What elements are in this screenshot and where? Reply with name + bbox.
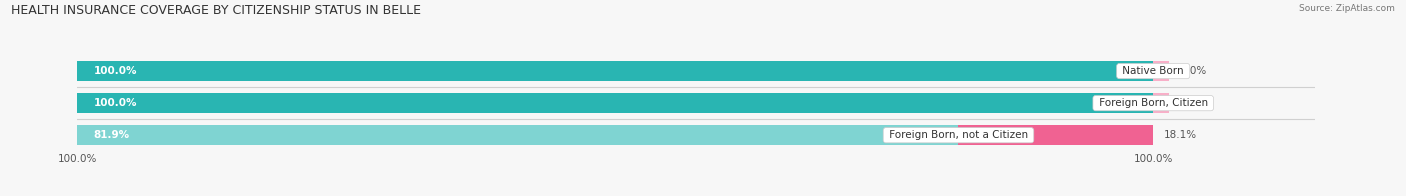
Text: 0.0%: 0.0% [1180,66,1206,76]
Legend: With Coverage, Without Coverage: With Coverage, Without Coverage [484,195,710,196]
Text: 0.0%: 0.0% [1180,98,1206,108]
Text: Source: ZipAtlas.com: Source: ZipAtlas.com [1299,4,1395,13]
Bar [77,125,1153,145]
Bar [77,61,1153,81]
Text: 100.0%: 100.0% [93,98,136,108]
Bar [77,61,1153,81]
Bar [1153,93,1170,113]
Text: Foreign Born, not a Citizen: Foreign Born, not a Citizen [886,130,1031,140]
Text: 100.0%: 100.0% [1133,153,1173,163]
Text: 81.9%: 81.9% [93,130,129,140]
Text: Native Born: Native Born [1119,66,1187,76]
Text: 18.1%: 18.1% [1164,130,1197,140]
Bar [959,125,1153,145]
Text: 100.0%: 100.0% [93,66,136,76]
Bar [77,93,1153,113]
Text: HEALTH INSURANCE COVERAGE BY CITIZENSHIP STATUS IN BELLE: HEALTH INSURANCE COVERAGE BY CITIZENSHIP… [11,4,422,17]
Text: Foreign Born, Citizen: Foreign Born, Citizen [1095,98,1211,108]
Bar [77,125,959,145]
Text: 100.0%: 100.0% [58,153,97,163]
Bar [77,93,1153,113]
Bar [1153,61,1170,81]
